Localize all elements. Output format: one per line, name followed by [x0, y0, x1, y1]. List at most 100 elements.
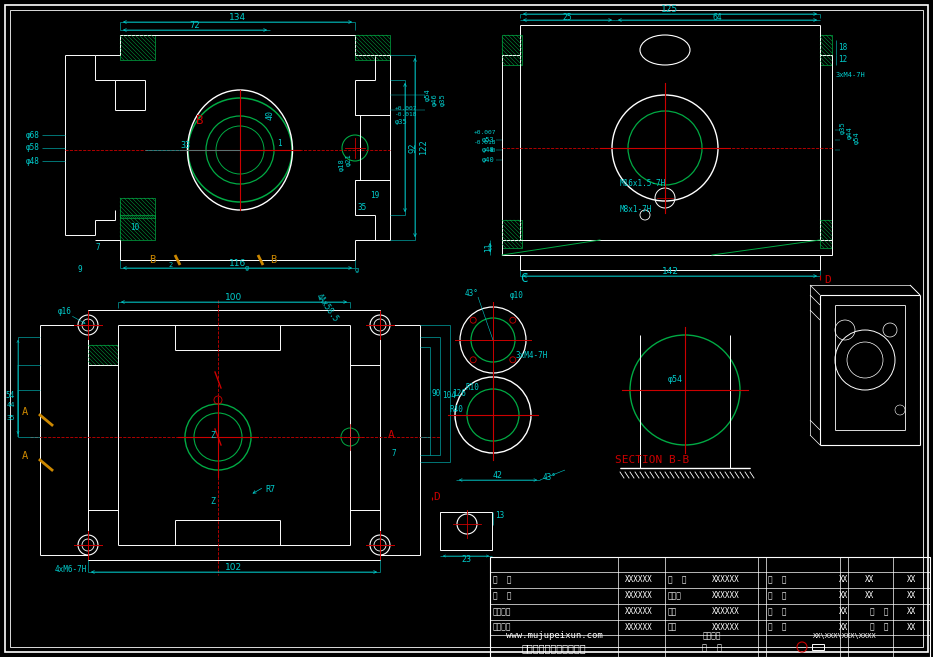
Text: g: g	[355, 267, 359, 273]
Text: g: g	[245, 265, 249, 271]
Text: XX: XX	[908, 576, 916, 585]
Text: M16x1.5-7H: M16x1.5-7H	[620, 179, 666, 187]
Text: B: B	[148, 255, 155, 265]
Text: φ35: φ35	[440, 94, 446, 106]
Text: -0.018: -0.018	[474, 139, 496, 145]
Text: 102: 102	[226, 564, 243, 572]
Text: 文档顺序: 文档顺序	[703, 631, 721, 641]
Text: 43°: 43°	[465, 288, 479, 298]
Text: 104: 104	[442, 392, 456, 401]
Text: XX: XX	[908, 608, 916, 616]
Text: XXXXXX: XXXXXX	[625, 622, 653, 631]
Text: 7: 7	[392, 449, 397, 457]
Text: SECTION B-B: SECTION B-B	[615, 455, 689, 465]
Text: B: B	[270, 255, 276, 265]
Text: 90: 90	[432, 388, 441, 397]
Text: M8x1-7H: M8x1-7H	[620, 206, 652, 214]
Text: 4Ax58.5: 4Ax58.5	[314, 292, 340, 324]
Text: XX: XX	[840, 591, 849, 600]
Text: 校  时: 校 时	[768, 591, 787, 600]
Text: φ53: φ53	[481, 137, 494, 143]
Text: 数  量: 数 量	[493, 576, 511, 585]
Text: 72: 72	[189, 22, 201, 30]
Text: XX: XX	[908, 591, 916, 600]
Text: 视  角: 视 角	[702, 643, 722, 652]
Text: XX: XX	[840, 608, 849, 616]
Text: Z: Z	[210, 497, 215, 507]
Text: 134: 134	[229, 14, 246, 22]
Text: R10: R10	[465, 384, 479, 392]
Text: XX: XX	[866, 591, 874, 600]
Text: 零件名称: 零件名称	[493, 608, 511, 616]
Bar	[812, 644, 824, 650]
Text: φ16: φ16	[58, 307, 72, 317]
Text: 零件编号: 零件编号	[493, 622, 511, 631]
Text: φ40: φ40	[481, 157, 494, 163]
Text: XX: XX	[908, 622, 916, 631]
Text: 3xM4-7H: 3xM4-7H	[836, 72, 866, 78]
Text: 11: 11	[484, 242, 493, 252]
Text: 40: 40	[489, 148, 496, 154]
Bar	[820, 220, 832, 248]
Text: 2: 2	[168, 262, 173, 268]
Text: φ46: φ46	[432, 94, 438, 106]
Text: XX: XX	[866, 576, 874, 585]
Text: 相关理: 相关理	[668, 591, 682, 600]
Text: 100: 100	[226, 294, 243, 302]
Text: XX: XX	[840, 576, 849, 585]
Bar	[120, 215, 155, 240]
Text: XX\XXX\XXX\XXXX: XX\XXX\XXX\XXXX	[814, 633, 877, 639]
Text: 42: 42	[493, 472, 503, 480]
Text: 35: 35	[357, 204, 367, 212]
Text: www.mujupeixun.com: www.mujupeixun.com	[506, 631, 603, 639]
Text: 43°: 43°	[543, 474, 557, 482]
Text: 7: 7	[96, 242, 101, 252]
Text: 版本: 版本	[668, 622, 677, 631]
Bar	[120, 35, 155, 60]
Text: φ54: φ54	[854, 131, 860, 145]
Text: XXXXXX: XXXXXX	[712, 591, 740, 600]
Text: XXXXXX: XXXXXX	[625, 608, 653, 616]
Text: XXXXXX: XXXXXX	[712, 576, 740, 585]
Text: φ48: φ48	[481, 147, 494, 153]
Text: 44: 44	[7, 402, 15, 408]
Text: φ21: φ21	[346, 154, 352, 166]
Text: D: D	[824, 275, 830, 285]
Text: 18: 18	[838, 43, 847, 53]
Text: 19: 19	[370, 191, 379, 200]
Text: A: A	[21, 451, 28, 461]
Text: 制  图: 制 图	[768, 608, 787, 616]
Text: C: C	[520, 271, 527, 284]
Text: 116: 116	[229, 260, 246, 269]
Text: 25: 25	[563, 12, 572, 22]
Text: 125: 125	[661, 5, 678, 14]
Text: -0.018: -0.018	[395, 112, 417, 118]
Text: φ44: φ44	[847, 127, 853, 139]
Text: R40: R40	[450, 405, 464, 415]
Text: 设  计: 设 计	[768, 622, 787, 631]
Text: 122: 122	[419, 140, 428, 155]
Text: 审  核: 审 核	[870, 622, 888, 631]
Text: 12: 12	[838, 55, 847, 64]
Text: φ10: φ10	[510, 290, 523, 300]
Text: 142: 142	[661, 267, 678, 277]
Text: R7: R7	[265, 486, 275, 495]
Text: φ54: φ54	[667, 376, 683, 384]
Text: A: A	[21, 407, 28, 417]
Text: +0.007: +0.007	[474, 131, 496, 135]
Bar	[440, 512, 492, 550]
Text: 页码: 页码	[668, 608, 677, 616]
Text: +0.007: +0.007	[395, 106, 417, 110]
Text: Z: Z	[210, 430, 215, 440]
Text: 35: 35	[7, 415, 15, 421]
Bar	[502, 220, 522, 248]
Text: XXXXXX: XXXXXX	[625, 591, 653, 600]
Bar	[490, 557, 930, 657]
Text: 13: 13	[495, 510, 504, 520]
Text: XXXXXX: XXXXXX	[625, 576, 653, 585]
Text: 23: 23	[461, 556, 471, 564]
Text: φ35: φ35	[395, 119, 408, 125]
Text: φ68: φ68	[26, 131, 40, 139]
Text: XXXXXX: XXXXXX	[712, 622, 740, 631]
Text: φ48: φ48	[26, 156, 40, 166]
